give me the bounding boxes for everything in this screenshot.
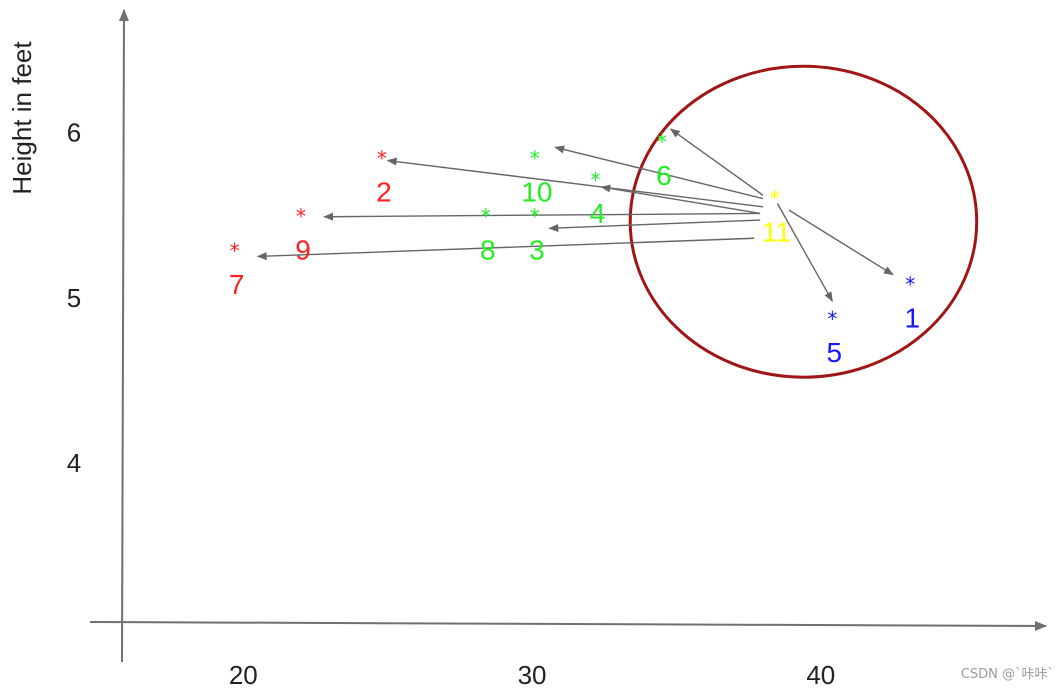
data-point-4: *: [591, 168, 601, 192]
data-point-label-8: 8: [480, 234, 496, 265]
data-point-label-9: 9: [295, 234, 311, 265]
data-point-2: *: [377, 147, 387, 171]
data-point-8: *: [481, 204, 491, 228]
y-tick-label: 4: [67, 448, 81, 478]
x-tick-label: 20: [229, 660, 258, 690]
y-axis-label: Height in feet: [7, 41, 37, 195]
data-point-label-1: 1: [904, 302, 920, 333]
data-point-label-7: 7: [229, 269, 245, 300]
highlight-circle: [628, 64, 979, 379]
x-tick-label: 40: [806, 660, 835, 690]
neighbor-arrow: [669, 128, 764, 196]
data-point-5: *: [827, 307, 837, 331]
neighbor-arrow: [323, 212, 761, 221]
data-point-label-11: 11: [762, 216, 791, 247]
data-point-label-10: 10: [521, 177, 552, 208]
data-point-label-3: 3: [529, 234, 545, 265]
data-point-11: *: [770, 186, 780, 210]
neighbor-arrow: [548, 219, 761, 232]
data-point-label-6: 6: [656, 160, 672, 191]
x-axis: [89, 620, 1047, 631]
data-point-7: *: [230, 239, 240, 263]
watermark-text: CSDN @`咔咔`: [960, 667, 1054, 682]
x-tick-label: 30: [518, 660, 547, 690]
neighbor-arrow: [386, 157, 764, 208]
data-point-9: *: [296, 204, 306, 228]
data-point-label-5: 5: [827, 337, 843, 368]
data-point-1: *: [905, 272, 915, 296]
neighbor-arrow: [256, 237, 755, 261]
data-point-3: *: [530, 204, 540, 228]
y-tick-label: 5: [67, 283, 81, 313]
y-tick-label: 6: [67, 117, 81, 147]
data-point-label-4: 4: [590, 198, 606, 229]
data-point-10: *: [530, 147, 540, 171]
neighbor-arrow: [788, 209, 894, 276]
neighbor-arrow: [554, 145, 764, 200]
neighbor-arrow: [776, 203, 833, 302]
y-axis: [118, 9, 129, 663]
data-point-label-2: 2: [376, 177, 392, 208]
data-point-6: *: [657, 130, 667, 154]
neighbor-arrow: [600, 184, 761, 215]
